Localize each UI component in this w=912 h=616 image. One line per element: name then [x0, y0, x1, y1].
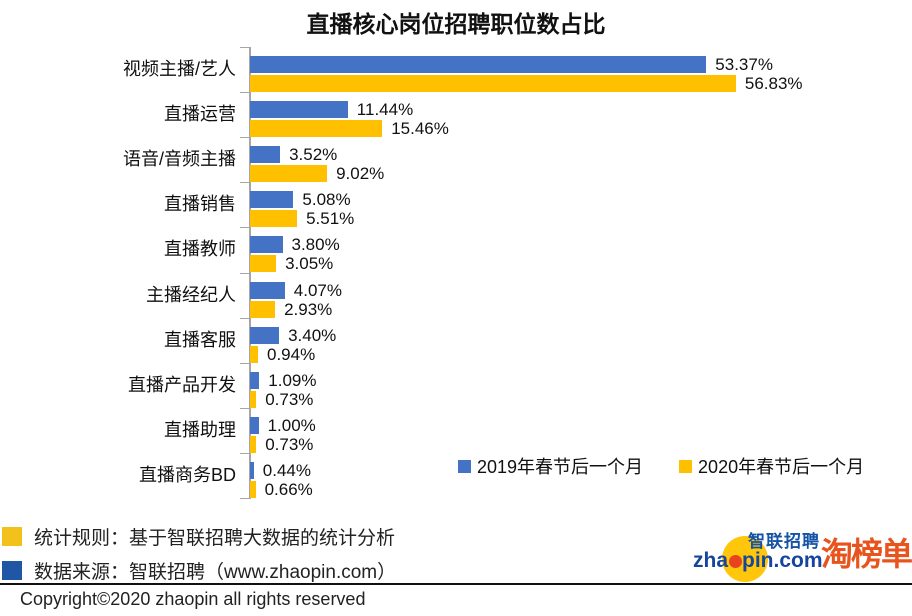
- category-label: 直播商务BD: [138, 464, 236, 485]
- category-label: 直播产品开发: [128, 374, 236, 395]
- legend-label: 2019年春节后一个月: [477, 457, 644, 477]
- bar-2020年春节后一个月: [250, 255, 277, 273]
- note-row: 统计规则：基于智联招聘大数据的统计分析: [2, 523, 396, 550]
- bar-2019年春节后一个月: [250, 326, 280, 344]
- chart-legend: 2019年春节后一个月 2020年春节后一个月: [458, 453, 864, 479]
- category-row: 直播商务BD 0.44% 0.66%: [0, 453, 912, 498]
- category-label: 直播运营: [164, 104, 236, 125]
- category-label: 直播销售: [164, 194, 236, 215]
- value-label: 3.05%: [285, 254, 334, 274]
- category-row: 直播销售 5.08% 5.51%: [0, 182, 912, 229]
- value-label: 0.94%: [267, 344, 316, 364]
- blue-square-icon: [2, 561, 22, 580]
- bar-chart: 视频主播/艺人 53.37% 56.83% 直播运营 11.44% 15.46% 语音/音频…: [0, 47, 912, 500]
- value-label: 3.40%: [288, 325, 337, 345]
- value-label: 0.44%: [262, 460, 311, 480]
- tick-mark: [240, 362, 250, 364]
- tick-mark: [240, 272, 250, 274]
- value-label: 56.83%: [744, 74, 803, 93]
- value-label: 0.66%: [264, 479, 313, 499]
- legend-label: 2020年春节后一个月: [698, 457, 865, 477]
- zhaopin-logo-cn-text: 智联招聘: [748, 532, 820, 551]
- value-label: 0.73%: [265, 434, 314, 454]
- category-row: 直播运营 11.44% 15.46%: [0, 92, 912, 139]
- bar-2019年春节后一个月: [250, 461, 254, 479]
- category-row: 直播助理 1.00% 0.73%: [0, 408, 912, 453]
- zhaopin-logo-en-part1: zha: [693, 549, 729, 572]
- value-label: 1.09%: [268, 370, 317, 390]
- bar-2020年春节后一个月: [250, 345, 258, 363]
- category-label: 视频主播/艺人: [122, 59, 236, 79]
- tick-mark: [240, 407, 250, 409]
- value-label: 4.07%: [293, 280, 342, 300]
- bar-2020年春节后一个月: [250, 165, 328, 183]
- note-text: 数据来源：智联招聘（www.zhaopin.com）: [34, 562, 397, 583]
- bar-2019年春节后一个月: [250, 191, 294, 209]
- bar-2019年春节后一个月: [250, 146, 281, 164]
- value-label: 15.46%: [391, 119, 449, 139]
- zhaopin-logo-en-part2: pin.com: [742, 549, 823, 572]
- bar-2020年春节后一个月: [250, 480, 256, 498]
- tick-mark: [240, 498, 250, 499]
- value-label: 11.44%: [356, 100, 414, 120]
- yellow-square-icon: [2, 527, 22, 546]
- footer-notes: 统计规则：基于智联招聘大数据的统计分析 数据来源：智联招聘（www.zhaopin…: [2, 523, 396, 584]
- category-label: 直播客服: [164, 329, 236, 350]
- value-label: 0.73%: [265, 389, 314, 409]
- bar-2020年春节后一个月: [250, 300, 276, 318]
- bar-2020年春节后一个月: [250, 75, 736, 92]
- category-row: 直播产品开发 1.09% 0.73%: [0, 363, 912, 408]
- category-row: 视频主播/艺人 53.37% 56.83%: [0, 47, 912, 92]
- y-axis-line: [249, 47, 251, 499]
- category-label: 直播教师: [164, 239, 236, 260]
- category-row: 主播经纪人 4.07% 2.93%: [0, 273, 912, 318]
- bar-2019年春节后一个月: [250, 236, 283, 254]
- zhaopin-logo: 智联招聘 zha pin.com: [693, 527, 823, 583]
- note-row: 数据来源：智联招聘（www.zhaopin.com）: [2, 557, 396, 584]
- legend-swatch: [679, 459, 693, 473]
- category-row: 直播客服 3.40% 0.94%: [0, 318, 912, 363]
- zhaopin-logo-en-text: zha pin.com: [693, 549, 823, 573]
- tick-mark: [240, 227, 250, 229]
- legend-item: 2020年春节后一个月: [679, 453, 864, 479]
- tick-mark: [240, 182, 250, 184]
- zhaopin-logo-dot-icon: [729, 555, 743, 568]
- tick-mark: [240, 317, 250, 319]
- bar-2019年春节后一个月: [250, 416, 259, 434]
- chart-title: 直播核心岗位招聘职位数占比: [306, 11, 606, 37]
- value-label: 2.93%: [284, 299, 333, 319]
- category-row: 语音/音频主播 3.52% 9.02%: [0, 137, 912, 184]
- category-label: 直播助理: [164, 419, 236, 440]
- bar-2020年春节后一个月: [250, 435, 257, 453]
- tick-mark: [240, 47, 250, 48]
- bar-2019年春节后一个月: [250, 101, 348, 119]
- bar-2019年春节后一个月: [250, 56, 707, 73]
- bar-2020年春节后一个月: [250, 120, 383, 138]
- bar-2020年春节后一个月: [250, 210, 298, 228]
- value-label: 53.37%: [715, 55, 773, 74]
- bar-2020年春节后一个月: [250, 390, 257, 408]
- tick-mark: [240, 137, 250, 139]
- value-label: 5.08%: [302, 190, 351, 210]
- bar-2019年春节后一个月: [250, 371, 260, 389]
- category-label: 语音/音频主播: [122, 149, 236, 170]
- value-label: 1.00%: [267, 415, 316, 435]
- taobangdan-logo: 淘榜单: [821, 536, 912, 572]
- value-label: 9.02%: [336, 164, 385, 184]
- value-label: 3.52%: [289, 145, 338, 165]
- tick-mark: [240, 452, 250, 454]
- category-row: 直播教师 3.80% 3.05%: [0, 227, 912, 274]
- bar-2019年春节后一个月: [250, 281, 285, 299]
- tick-mark: [240, 92, 250, 94]
- footer-divider: [0, 583, 912, 585]
- legend-item: 2019年春节后一个月: [458, 453, 643, 479]
- value-label: 3.80%: [291, 235, 340, 255]
- category-label: 主播经纪人: [146, 284, 236, 305]
- note-text: 统计规则：基于智联招聘大数据的统计分析: [34, 528, 396, 549]
- copyright-text: Copyright©2020 zhaopin all rights reserv…: [20, 589, 366, 609]
- legend-swatch: [458, 459, 471, 473]
- value-label: 5.51%: [306, 209, 355, 229]
